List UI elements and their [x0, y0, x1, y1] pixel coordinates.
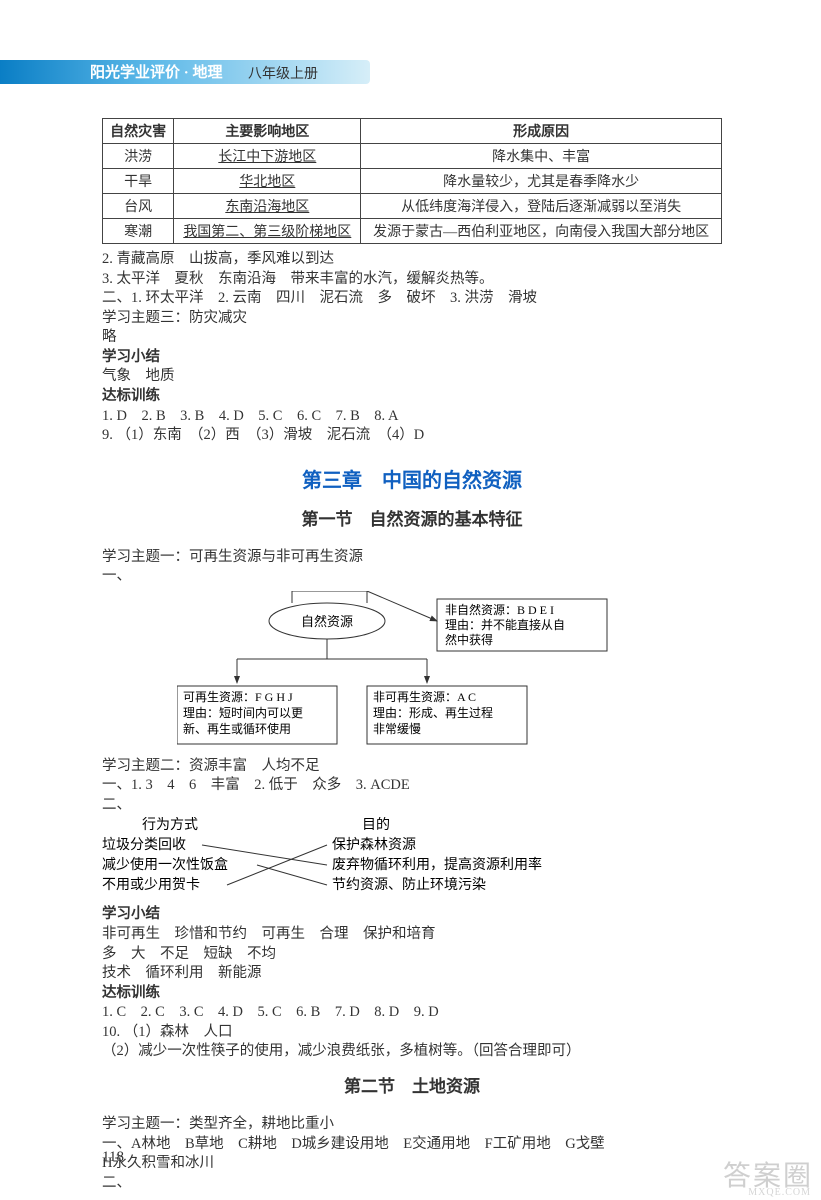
diagram-rt1: 非自然资源：B D E I: [445, 602, 554, 617]
td-cause: 发源于蒙古—西伯利亚地区，向南侵入我国大部分地区: [361, 219, 722, 244]
th-region: 主要影响地区: [174, 119, 361, 144]
line: 1. C 2. C 3. C 4. D 5. C 6. B 7. D 8. D …: [102, 1003, 722, 1023]
line: 9. （1）东南 （2）西 （3）滑坡 泥石流 （4）D: [102, 426, 722, 446]
heading: 学习小结: [102, 905, 722, 925]
cross-matching-diagram: 行为方式 目的 垃圾分类回收 减少使用一次性饭盒 不用或少用贺卡 保护森林资源 …: [102, 817, 662, 903]
line: 学习主题二：资源丰富 人均不足: [102, 757, 722, 777]
line: 一、1. 3 4 6 丰富 2. 低于 众多 3. ACDE: [102, 776, 722, 796]
line: 非可再生 珍惜和节约 可再生 合理 保护和培育: [102, 925, 722, 945]
diagram-rb3: 非常缓慢: [373, 722, 421, 736]
text-block-3: 学习小结 非可再生 珍惜和节约 可再生 合理 保护和培育 多 大 不足 短缺 不…: [102, 905, 722, 1062]
line: （2）减少一次性筷子的使用，减少浪费纸张，多植树等。（回答合理即可）: [102, 1042, 722, 1062]
disaster-table: 自然灾害 主要影响地区 形成原因 洪涝 长江中下游地区 降水集中、丰富 干旱 华…: [102, 118, 722, 244]
chapter-title: 第三章 中国的自然资源: [102, 464, 722, 493]
line: 二、1. 环太平洋 2. 云南 四川 泥石流 多 破坏 3. 洪涝 滑坡: [102, 289, 722, 309]
line: 多 大 不足 短缺 不均: [102, 945, 722, 965]
diagram-lb1: 可再生资源：F G H J: [183, 690, 293, 704]
line: 二、: [102, 1174, 722, 1194]
header-title: 阳光学业评价 · 地理: [90, 61, 223, 82]
td-region: 东南沿海地区: [225, 200, 309, 215]
resource-diagram: 自然资源 非自然资源：B D E I 理由：并不能直接从自 然中获得 可再生资源…: [177, 591, 647, 751]
heading: 学习小结: [102, 348, 722, 368]
td-cause: 从低纬度海洋侵入，登陆后逐渐减弱以至消失: [361, 194, 722, 219]
text-block-4: 学习主题一：类型齐全，耕地比重小 一、A林地 B草地 C耕地 D城乡建设用地 E…: [102, 1115, 722, 1193]
line: 3. 太平洋 夏秋 东南沿海 带来丰富的水汽，缓解炎热等。: [102, 270, 722, 290]
diagram-rb2: 理由：形成、再生过程: [373, 705, 493, 720]
line: 学习主题一：可再生资源与非可再生资源: [102, 548, 722, 568]
section-title-2: 第二节 土地资源: [102, 1072, 722, 1097]
td-name: 寒潮: [103, 219, 174, 244]
td-region: 华北地区: [239, 175, 295, 190]
cross-l3: 不用或少用贺卡: [102, 877, 200, 893]
diagram-lb2: 理由：短时间内可以更: [183, 706, 303, 720]
td-region: 长江中下游地区: [218, 150, 316, 165]
line: 学习主题一：类型齐全，耕地比重小: [102, 1115, 722, 1135]
cross-lh: 行为方式: [142, 817, 198, 833]
th-disaster: 自然灾害: [103, 119, 174, 144]
diagram-rb1: 非可再生资源：A C: [373, 690, 476, 704]
line: 学习主题三：防灾减灾: [102, 309, 722, 329]
cross-r1: 保护森林资源: [332, 837, 416, 853]
td-name: 洪涝: [103, 144, 174, 169]
line: 1. D 2. B 3. B 4. D 5. C 6. C 7. B 8. A: [102, 407, 722, 427]
cross-l1: 垃圾分类回收: [102, 837, 186, 853]
line: 技术 循环利用 新能源: [102, 964, 722, 984]
text-block-2: 学习主题二：资源丰富 人均不足 一、1. 3 4 6 丰富 2. 低于 众多 3…: [102, 757, 722, 816]
diagram-rt3: 然中获得: [445, 632, 493, 647]
td-region: 我国第二、第三级阶梯地区: [183, 225, 351, 240]
line: 一、: [102, 567, 722, 587]
td-name: 台风: [103, 194, 174, 219]
heading: 达标训练: [102, 387, 722, 407]
section-title: 第一节 自然资源的基本特征: [102, 505, 722, 530]
page-content: 自然灾害 主要影响地区 形成原因 洪涝 长江中下游地区 降水集中、丰富 干旱 华…: [102, 118, 722, 1193]
line: 略: [102, 328, 722, 348]
diagram-lb3: 新、再生或循环使用: [183, 721, 291, 736]
cross-l2: 减少使用一次性饭盒: [102, 856, 228, 873]
line: 一、A林地 B草地 C耕地 D城乡建设用地 E交通用地 F工矿用地 G戈壁: [102, 1135, 722, 1155]
line: 2. 青藏高原 山拔高，季风难以到达: [102, 250, 722, 270]
td-cause: 降水集中、丰富: [361, 144, 722, 169]
cross-r3: 节约资源、防止环境污染: [332, 877, 486, 893]
diagram-top: 自然资源: [301, 614, 353, 629]
diagram-rt2: 理由：并不能直接从自: [445, 617, 565, 632]
page-number: 118: [102, 1149, 124, 1166]
td-name: 干旱: [103, 169, 174, 194]
line: 10. （1）森林 人口: [102, 1023, 722, 1043]
heading: 达标训练: [102, 984, 722, 1004]
th-cause: 形成原因: [361, 119, 722, 144]
td-cause: 降水量较少，尤其是春季降水少: [361, 169, 722, 194]
cross-rh: 目的: [362, 817, 390, 833]
line: 二、: [102, 796, 722, 816]
text-block-1: 2. 青藏高原 山拔高，季风难以到达 3. 太平洋 夏秋 东南沿海 带来丰富的水…: [102, 250, 722, 446]
watermark-small: MXQE.COM: [748, 1187, 811, 1198]
topic1: 学习主题一：可再生资源与非可再生资源 一、: [102, 548, 722, 587]
line: 气象 地质: [102, 367, 722, 387]
header-grade: 八年级上册: [248, 63, 318, 83]
cross-r2: 废弃物循环利用，提高资源利用率: [332, 856, 542, 873]
line: H永久积雪和冰川: [102, 1154, 722, 1174]
